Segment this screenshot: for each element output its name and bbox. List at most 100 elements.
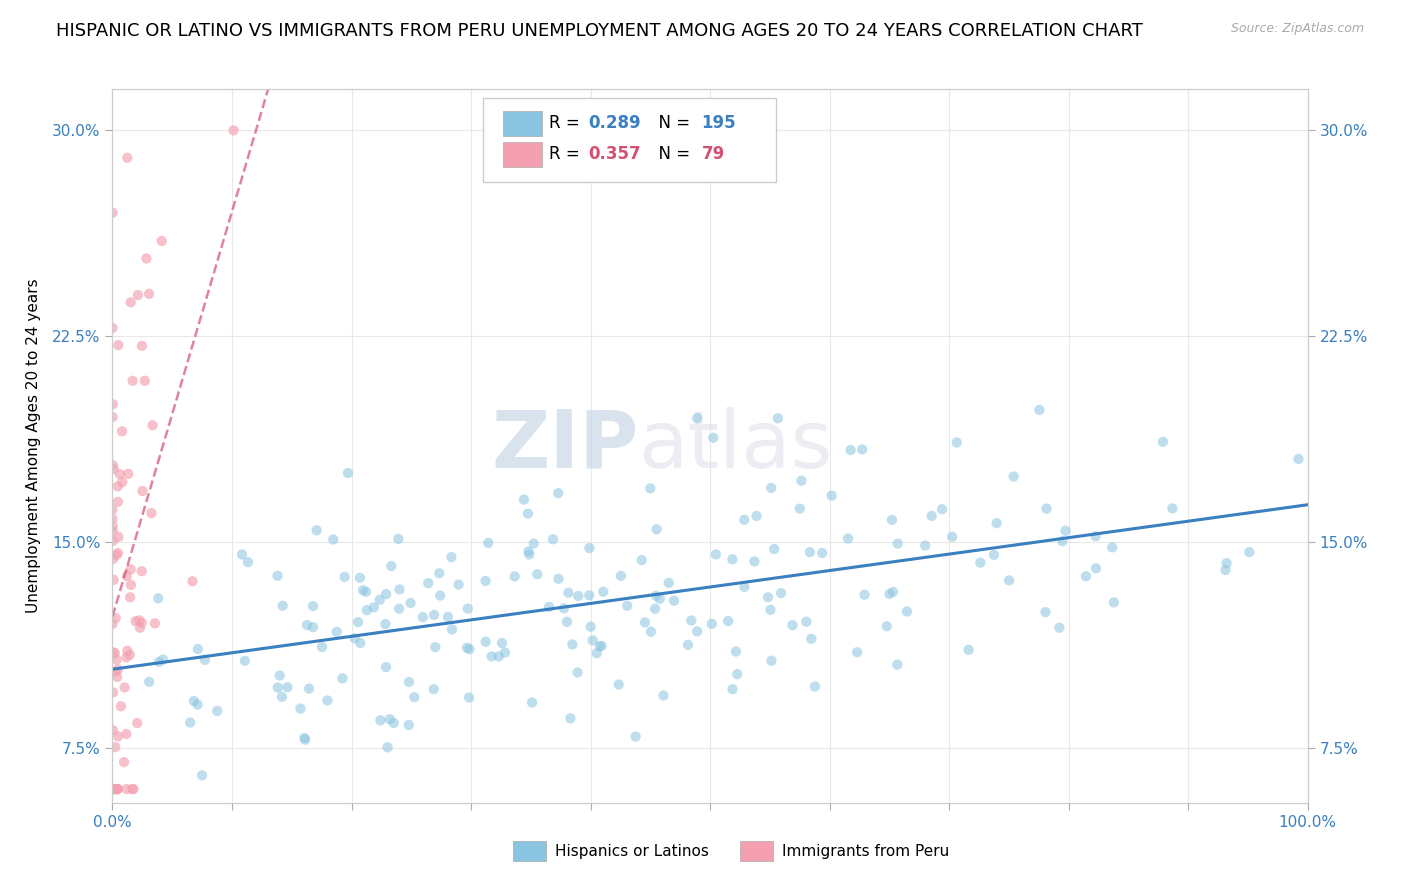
Point bbox=[118, 648, 141, 662]
Point bbox=[336, 466, 359, 480]
Point bbox=[101, 617, 124, 632]
Point bbox=[914, 539, 936, 553]
Point bbox=[1052, 534, 1074, 549]
Point bbox=[325, 624, 347, 639]
Point bbox=[117, 644, 139, 658]
Point bbox=[382, 715, 405, 730]
Point bbox=[375, 660, 398, 674]
Point bbox=[121, 374, 143, 388]
Point bbox=[111, 425, 134, 439]
Point bbox=[969, 556, 991, 570]
Point bbox=[148, 655, 170, 669]
FancyBboxPatch shape bbox=[503, 142, 541, 167]
Point bbox=[101, 512, 124, 526]
Point bbox=[131, 615, 153, 630]
Point bbox=[851, 442, 873, 457]
Point bbox=[388, 601, 411, 615]
Point bbox=[271, 599, 294, 613]
Point bbox=[368, 592, 391, 607]
Point bbox=[181, 574, 204, 589]
Point bbox=[1028, 403, 1050, 417]
Point bbox=[882, 585, 904, 599]
Point bbox=[640, 482, 662, 496]
Point bbox=[474, 574, 496, 588]
Point bbox=[491, 636, 513, 650]
Point bbox=[423, 607, 446, 622]
Point bbox=[686, 411, 709, 425]
Point bbox=[101, 409, 124, 424]
Point bbox=[377, 740, 399, 755]
Point bbox=[311, 640, 333, 654]
Point bbox=[187, 698, 209, 712]
Point bbox=[101, 723, 124, 738]
Point bbox=[103, 573, 125, 587]
Point bbox=[941, 530, 963, 544]
Point bbox=[886, 536, 908, 550]
Point bbox=[354, 584, 377, 599]
Point bbox=[579, 620, 602, 634]
Point bbox=[104, 782, 127, 797]
Point bbox=[440, 623, 463, 637]
FancyBboxPatch shape bbox=[740, 841, 773, 862]
Point bbox=[437, 610, 460, 624]
Point bbox=[418, 576, 440, 591]
Point bbox=[115, 727, 138, 741]
Text: HISPANIC OR LATINO VS IMMIGRANTS FROM PERU UNEMPLOYMENT AMONG AGES 20 TO 24 YEAR: HISPANIC OR LATINO VS IMMIGRANTS FROM PE… bbox=[56, 22, 1143, 40]
Point bbox=[117, 151, 139, 165]
Point bbox=[886, 657, 908, 672]
Point bbox=[782, 618, 804, 632]
Point bbox=[103, 782, 125, 797]
Point bbox=[804, 680, 827, 694]
Point bbox=[945, 435, 967, 450]
Point bbox=[422, 682, 444, 697]
Point bbox=[111, 475, 134, 489]
Point bbox=[645, 522, 668, 536]
Point bbox=[686, 624, 709, 639]
Point bbox=[135, 252, 157, 266]
Point bbox=[375, 587, 398, 601]
Point bbox=[101, 397, 124, 411]
Point bbox=[1035, 605, 1057, 619]
Point bbox=[652, 689, 675, 703]
Point bbox=[101, 645, 124, 659]
Point bbox=[503, 569, 526, 583]
Point bbox=[440, 550, 463, 565]
Point bbox=[128, 613, 150, 627]
Point bbox=[101, 685, 124, 699]
Point bbox=[931, 502, 953, 516]
Point bbox=[853, 588, 876, 602]
Text: ZIP: ZIP bbox=[491, 407, 638, 485]
Y-axis label: Unemployment Among Ages 20 to 24 years: Unemployment Among Ages 20 to 24 years bbox=[27, 278, 41, 614]
Point bbox=[105, 653, 128, 667]
Point bbox=[105, 782, 128, 797]
Text: 0.289: 0.289 bbox=[588, 114, 641, 132]
Point bbox=[896, 604, 918, 618]
Point bbox=[1215, 563, 1237, 577]
Point bbox=[101, 502, 124, 516]
Point bbox=[846, 645, 869, 659]
Point bbox=[761, 481, 783, 495]
Point bbox=[704, 548, 727, 562]
Text: Source: ZipAtlas.com: Source: ZipAtlas.com bbox=[1230, 22, 1364, 36]
Point bbox=[271, 690, 294, 704]
Point bbox=[115, 569, 138, 583]
Point bbox=[187, 642, 209, 657]
Point bbox=[1288, 451, 1310, 466]
Point bbox=[538, 599, 561, 614]
Point bbox=[610, 569, 633, 583]
Point bbox=[526, 567, 548, 582]
Point bbox=[378, 712, 401, 726]
Point bbox=[796, 615, 818, 629]
Point bbox=[105, 670, 128, 684]
Point bbox=[110, 699, 132, 714]
Text: R =: R = bbox=[548, 145, 585, 163]
Point bbox=[876, 619, 898, 633]
Point bbox=[1102, 595, 1125, 609]
Point bbox=[560, 711, 582, 725]
Point bbox=[879, 587, 901, 601]
Point bbox=[267, 681, 290, 695]
Point bbox=[1152, 434, 1174, 449]
Point bbox=[821, 489, 844, 503]
Point bbox=[513, 492, 536, 507]
Point bbox=[983, 548, 1005, 562]
